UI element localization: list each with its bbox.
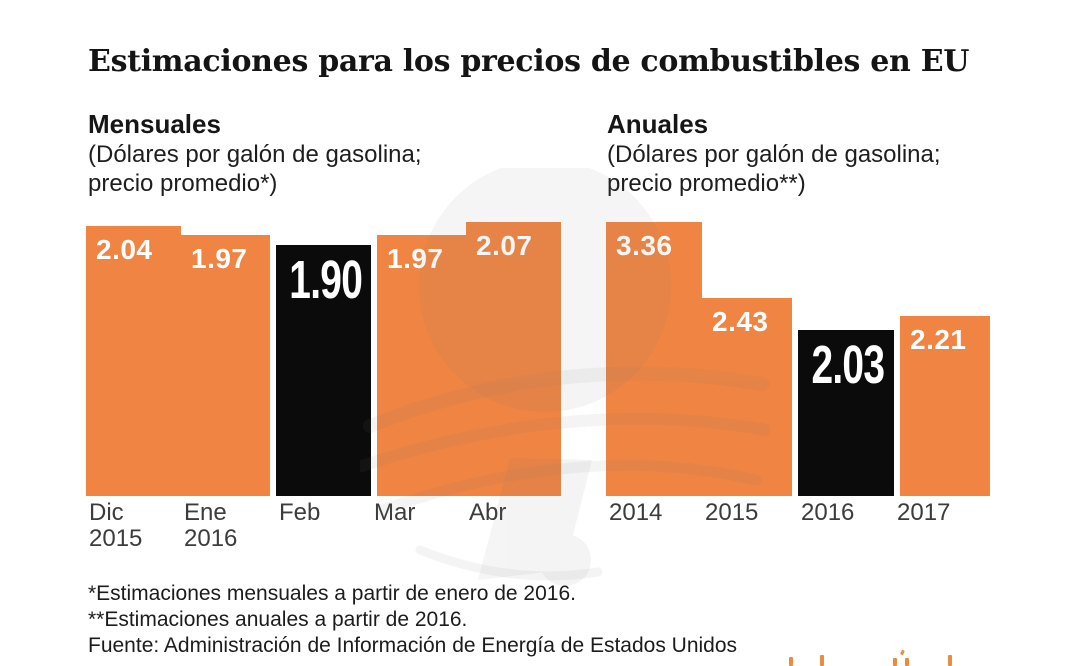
axis-category-label: Ene 2016 bbox=[184, 499, 238, 552]
axis-category-label: Abr bbox=[469, 499, 507, 526]
monthly-chart-subtitle-line2: precio promedio*) bbox=[88, 170, 278, 197]
axis-category-label: 2014 bbox=[609, 499, 663, 526]
bar-value-label: 2.04 bbox=[96, 234, 153, 265]
clipped-letter-mark bbox=[789, 657, 793, 666]
source-line: Fuente: Administración de Información de… bbox=[88, 634, 738, 657]
page-title: Estimaciones para los precios de combust… bbox=[88, 44, 970, 79]
bar-value-label: 1.97 bbox=[191, 243, 248, 274]
axis-category-label: 2015 bbox=[705, 499, 759, 526]
annual-chart-header: Anuales (Dólares por galón de gasolina; … bbox=[607, 108, 1081, 198]
axis-category-label: Feb bbox=[279, 499, 321, 526]
footnote-annual: **Estimaciones anuales a partir de 2016. bbox=[88, 608, 468, 631]
monthly-chart-title: Mensuales bbox=[88, 109, 221, 139]
clipped-letter-mark bbox=[820, 655, 824, 666]
bar: 3.36 bbox=[606, 222, 702, 496]
bar-value-label: 2.43 bbox=[712, 306, 769, 337]
footnotes-block: *Estimaciones mensuales a partir de ener… bbox=[88, 581, 737, 659]
monthly-chart-header: Mensuales (Dólares por galón de gasolina… bbox=[88, 108, 568, 198]
axis-category-label: 2017 bbox=[897, 499, 951, 526]
clipped-letter-mark bbox=[948, 655, 952, 666]
bar-value-label: 2.21 bbox=[910, 324, 967, 355]
bar: 2.07 bbox=[466, 222, 561, 496]
bar: 2.04 bbox=[86, 226, 181, 496]
clipped-letter-mark bbox=[893, 658, 897, 666]
bar: 2.43 bbox=[702, 298, 792, 496]
annual-chart-subtitle-line2: precio promedio**) bbox=[607, 170, 806, 197]
bar: 1.97 bbox=[377, 235, 466, 496]
bar-value-label: 1.90 bbox=[289, 250, 363, 310]
bar-value-label: 2.03 bbox=[811, 335, 885, 395]
monthly-chart-subtitle-line1: (Dólares por galón de gasolina; bbox=[88, 141, 422, 168]
bar-value-label: 3.36 bbox=[616, 230, 673, 261]
annual-chart-subtitle-line1: (Dólares por galón de gasolina; bbox=[607, 141, 941, 168]
bar: 1.97 bbox=[181, 235, 270, 496]
bar-highlighted: 1.90 bbox=[276, 245, 371, 496]
bar: 2.21 bbox=[900, 316, 990, 496]
annual-chart-title: Anuales bbox=[607, 109, 709, 139]
clipped-accent-mark bbox=[900, 649, 905, 656]
bar-value-label: 2.07 bbox=[476, 230, 533, 261]
axis-category-label: 2016 bbox=[801, 499, 855, 526]
axis-category-label: Mar bbox=[374, 499, 416, 526]
footnote-monthly: *Estimaciones mensuales a partir de ener… bbox=[88, 582, 576, 605]
bar-highlighted: 2.03 bbox=[798, 330, 894, 496]
clipped-letter-mark bbox=[905, 658, 909, 666]
bar-value-label: 1.97 bbox=[387, 243, 444, 274]
axis-category-label: Dic 2015 bbox=[89, 499, 143, 552]
